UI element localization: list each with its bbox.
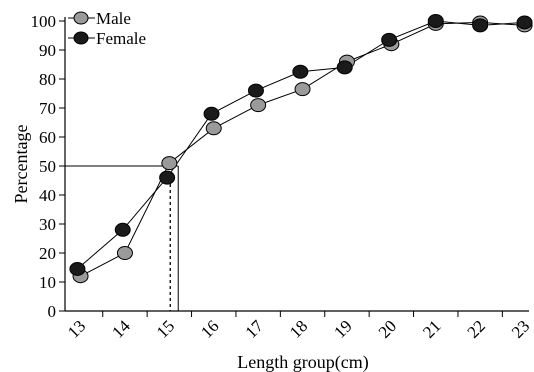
female-legend-marker: [73, 31, 89, 45]
female-point: [292, 64, 309, 79]
x-tick-label: 20: [375, 316, 400, 341]
y-tick-label: 100: [31, 12, 57, 31]
x-tick-label: 22: [464, 316, 489, 341]
female-point: [247, 83, 264, 98]
x-tick-label: 17: [242, 316, 268, 342]
y-tick-label: 20: [39, 244, 56, 263]
male-line: [80, 21, 525, 277]
axes: 0 10 20 30 40 50 60 70 80 90 100 13 14 15 16 17 18 19 20 21…: [31, 12, 534, 342]
y-tick-label: 0: [48, 302, 57, 321]
y-tick-label: 30: [39, 215, 56, 234]
male-point: [205, 121, 222, 136]
male-legend-marker: [73, 11, 89, 25]
female-point: [427, 14, 444, 28]
x-tick-label: 13: [64, 316, 89, 341]
y-tick-label: 80: [39, 70, 56, 89]
male-legend-label: Male: [96, 9, 131, 28]
x-tick-label: 14: [108, 316, 134, 342]
x-tick-label: 23: [508, 316, 533, 341]
male-point: [250, 98, 267, 113]
male-point: [294, 82, 311, 97]
x-tick-label: 15: [153, 316, 178, 341]
y-tick-label: 90: [39, 41, 56, 60]
male-point: [161, 156, 178, 171]
female-legend-label: Female: [96, 29, 146, 48]
female-point: [114, 222, 131, 237]
female-point: [159, 170, 176, 185]
female-point: [336, 60, 353, 75]
x-axis-title: Length group(cm): [237, 352, 368, 372]
female-point: [472, 18, 489, 33]
x-tick-label: 16: [197, 316, 222, 341]
female-point: [516, 15, 533, 30]
female-point: [203, 106, 220, 121]
x-tick-label: 21: [419, 316, 444, 341]
y-tick-label: 60: [39, 128, 56, 147]
female-line: [77, 20, 525, 270]
y-tick-label: 70: [39, 99, 56, 118]
reference-lines: [65, 165, 179, 311]
x-tick-label: 19: [330, 316, 355, 341]
female-point: [69, 261, 86, 276]
y-tick-label: 40: [39, 186, 56, 205]
y-tick-label: 50: [39, 157, 56, 176]
female-point: [381, 32, 398, 47]
male-point: [116, 246, 133, 260]
series: [69, 14, 533, 284]
y-axis-title: Percentage: [11, 125, 31, 204]
y-tick-label: 10: [39, 273, 56, 292]
x-tick-label: 18: [286, 316, 311, 341]
